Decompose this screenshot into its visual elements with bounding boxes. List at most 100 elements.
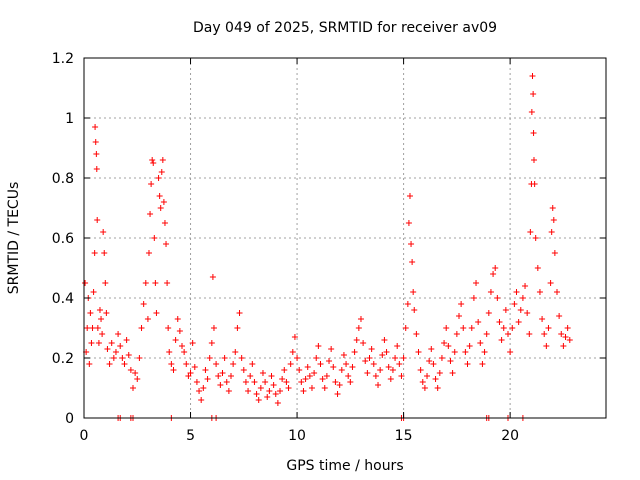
data-point xyxy=(266,388,273,394)
data-point xyxy=(402,325,409,331)
data-point xyxy=(529,73,536,79)
data-point xyxy=(517,307,524,313)
data-point xyxy=(232,349,239,355)
data-point xyxy=(87,310,94,316)
data-point xyxy=(364,370,371,376)
data-point xyxy=(451,349,458,355)
data-point xyxy=(353,337,360,343)
data-point xyxy=(138,325,145,331)
data-point xyxy=(526,331,533,337)
data-point xyxy=(405,220,412,226)
data-point xyxy=(424,373,431,379)
data-point xyxy=(530,91,537,97)
data-point xyxy=(500,325,507,331)
y-tick-label: 0 xyxy=(65,411,74,427)
data-point xyxy=(343,361,350,367)
data-point xyxy=(268,373,275,379)
data-point xyxy=(257,385,264,391)
data-point xyxy=(221,355,228,361)
data-point xyxy=(93,151,100,157)
data-point xyxy=(434,385,441,391)
data-point xyxy=(103,310,110,316)
data-point xyxy=(206,355,213,361)
data-point xyxy=(215,373,222,379)
data-point xyxy=(168,361,175,367)
data-point xyxy=(528,109,535,115)
data-point xyxy=(101,250,108,256)
data-point xyxy=(149,157,156,163)
data-point xyxy=(93,166,100,172)
data-point xyxy=(165,325,172,331)
data-point xyxy=(455,313,462,319)
data-point xyxy=(106,361,113,367)
data-point xyxy=(534,265,541,271)
data-point xyxy=(562,334,569,340)
data-point xyxy=(473,280,480,286)
data-point xyxy=(398,373,405,379)
data-point xyxy=(259,370,266,376)
data-point xyxy=(550,217,557,223)
data-point xyxy=(300,388,307,394)
data-point xyxy=(96,307,103,313)
data-point xyxy=(94,325,101,331)
data-point xyxy=(82,280,89,286)
data-point xyxy=(375,382,382,388)
data-point xyxy=(274,400,281,406)
data-point xyxy=(187,370,194,376)
data-point xyxy=(99,331,106,337)
data-point xyxy=(132,370,139,376)
data-point xyxy=(302,376,309,382)
axis-ticks: 0 5 10 15 20 0 0.2 0.4 0.6 0.8 1 1.2 xyxy=(52,51,606,444)
data-point xyxy=(408,241,415,247)
data-point xyxy=(485,310,492,316)
data-point xyxy=(530,157,537,163)
data-point xyxy=(100,229,107,235)
y-tick-label: 0.2 xyxy=(52,351,74,367)
data-point xyxy=(419,379,426,385)
data-point xyxy=(181,349,188,355)
data-point xyxy=(189,340,196,346)
data-point xyxy=(225,388,232,394)
data-point xyxy=(462,349,469,355)
data-point xyxy=(466,343,473,349)
data-point xyxy=(494,295,501,301)
data-point xyxy=(404,301,411,307)
data-point xyxy=(545,325,552,331)
data-point xyxy=(151,235,158,241)
data-point xyxy=(159,157,166,163)
data-point xyxy=(368,346,375,352)
data-point xyxy=(519,295,526,301)
data-point xyxy=(532,235,539,241)
data-point xyxy=(560,343,567,349)
data-point xyxy=(119,355,126,361)
data-point xyxy=(153,310,160,316)
data-point xyxy=(366,355,373,361)
data-points xyxy=(82,73,573,421)
data-point xyxy=(204,376,211,382)
data-point xyxy=(321,385,328,391)
data-point xyxy=(566,337,573,343)
data-point xyxy=(417,367,424,373)
data-point xyxy=(383,349,390,355)
y-tick-label: 0.4 xyxy=(52,291,74,307)
data-point xyxy=(409,259,416,265)
data-point xyxy=(210,325,217,331)
data-point xyxy=(372,373,379,379)
data-point xyxy=(464,361,471,367)
data-point xyxy=(389,367,396,373)
y-axis-label: SRMTID / TECUs xyxy=(6,182,22,295)
data-point xyxy=(86,361,93,367)
data-point xyxy=(164,280,171,286)
data-point xyxy=(117,343,124,349)
data-point xyxy=(90,289,97,295)
data-point xyxy=(296,367,303,373)
data-point xyxy=(125,352,132,358)
data-point xyxy=(326,358,333,364)
data-point xyxy=(95,340,102,346)
x-tick-label: 0 xyxy=(80,428,89,444)
data-point xyxy=(507,349,514,355)
data-point xyxy=(279,376,286,382)
data-point xyxy=(240,367,247,373)
data-point xyxy=(543,343,550,349)
